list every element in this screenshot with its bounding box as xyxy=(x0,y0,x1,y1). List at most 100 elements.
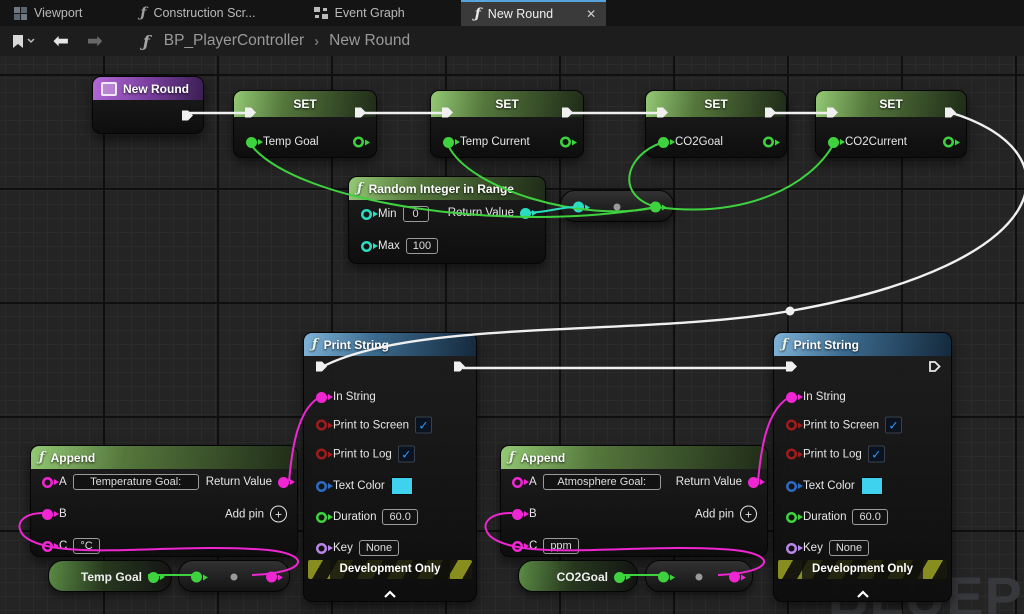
breadcrumb-root[interactable]: BP_PlayerController xyxy=(163,32,305,49)
exec-in-pin[interactable] xyxy=(243,106,258,125)
text-color-swatch[interactable] xyxy=(390,477,413,495)
int-in-pin-max[interactable] xyxy=(361,241,378,252)
float-out-pin[interactable] xyxy=(353,137,370,148)
float-out-pin[interactable] xyxy=(614,571,631,583)
node-print-string-2[interactable]: ƒ Print String In String Print to Screen… xyxy=(773,332,952,602)
collapse-chevron-icon[interactable] xyxy=(383,585,397,603)
string-in-pin[interactable] xyxy=(786,391,803,403)
node-append-1[interactable]: ƒ Append A Temperature Goal: Return Valu… xyxy=(30,445,298,557)
exec-in-pin[interactable] xyxy=(825,106,840,125)
add-pin-icon[interactable]: + xyxy=(270,505,287,523)
string-out-pin[interactable] xyxy=(266,571,283,583)
node-event-new-round[interactable]: New Round xyxy=(92,76,204,134)
duration-field[interactable]: 60.0 xyxy=(382,509,418,525)
node-random-integer-in-range[interactable]: ƒ Random Integer in Range Min 0 Max 100 … xyxy=(348,176,546,264)
name-in-pin[interactable] xyxy=(786,543,803,554)
exec-out-pin[interactable] xyxy=(353,106,368,125)
exec-in-pin[interactable] xyxy=(784,360,799,379)
string-in-pin-b[interactable] xyxy=(42,508,59,520)
node-getter-co2goal[interactable]: CO2Goal xyxy=(518,560,638,592)
tab-viewport[interactable]: Viewport xyxy=(0,0,96,26)
node-set-temp-goal[interactable]: SET Temp Goal xyxy=(233,90,377,158)
min-value-field[interactable]: 0 xyxy=(402,206,429,222)
float-in-pin[interactable] xyxy=(658,571,675,583)
exec-in-pin[interactable] xyxy=(440,106,455,125)
bool-in-pin[interactable] xyxy=(786,420,803,431)
node-getter-temp-goal[interactable]: Temp Goal xyxy=(48,560,172,592)
bool-in-pin[interactable] xyxy=(316,449,333,460)
string-out-pin-return[interactable] xyxy=(748,476,765,488)
float-out-pin[interactable] xyxy=(148,571,165,583)
color-in-pin[interactable] xyxy=(786,481,803,492)
add-pin-label[interactable]: Add pin xyxy=(224,508,264,520)
key-field[interactable]: None xyxy=(358,540,400,556)
float-in-pin[interactable] xyxy=(246,136,263,148)
float-in-pin[interactable] xyxy=(786,512,803,523)
duration-field[interactable]: 60.0 xyxy=(852,509,888,525)
int-out-pin-return[interactable] xyxy=(520,207,537,219)
bookmark-menu-button[interactable] xyxy=(12,34,35,49)
close-tab-icon[interactable]: ✕ xyxy=(586,7,597,21)
print-to-screen-checkbox[interactable]: ✓ xyxy=(415,416,433,434)
exec-out-pin[interactable] xyxy=(927,360,942,379)
exec-out-pin[interactable] xyxy=(943,106,958,125)
exec-in-pin[interactable] xyxy=(314,360,329,379)
a-value-field[interactable]: Atmosphere Goal: xyxy=(542,474,661,490)
tab-construction-script[interactable]: ƒ Construction Scr... xyxy=(126,0,269,26)
key-field[interactable]: None xyxy=(828,540,870,556)
bool-in-pin[interactable] xyxy=(786,449,803,460)
int-in-pin-min[interactable] xyxy=(361,209,378,220)
node-conversion-float-to-string-1[interactable] xyxy=(178,560,290,592)
tab-new-round[interactable]: ƒ New Round ✕ xyxy=(460,0,607,26)
string-in-pin[interactable] xyxy=(316,391,333,403)
add-pin-label[interactable]: Add pin xyxy=(694,508,734,520)
c-value-field[interactable]: °C xyxy=(73,538,100,554)
int-in-pin[interactable] xyxy=(573,201,590,213)
tab-event-graph[interactable]: Event Graph xyxy=(300,0,419,26)
node-conversion-int-to-float[interactable] xyxy=(560,190,674,222)
node-conversion-float-to-string-2[interactable] xyxy=(645,560,753,592)
print-to-log-checkbox[interactable]: ✓ xyxy=(867,445,885,463)
exec-out-pin[interactable] xyxy=(763,106,778,125)
string-out-pin[interactable] xyxy=(729,571,746,583)
text-color-swatch[interactable] xyxy=(860,477,883,495)
string-in-pin-b[interactable] xyxy=(512,508,529,520)
node-set-co2current[interactable]: SET CO2Current xyxy=(815,90,967,158)
forward-button[interactable]: ➡ xyxy=(86,30,103,52)
print-to-log-checkbox[interactable]: ✓ xyxy=(397,445,415,463)
graph-canvas[interactable]: BLUEPRI New Round SET Temp Goal SET Temp… xyxy=(0,56,1024,614)
node-set-temp-current[interactable]: SET Temp Current xyxy=(430,90,584,158)
float-out-pin[interactable] xyxy=(763,137,780,148)
node-append-2[interactable]: ƒ Append A Atmosphere Goal: Return Value… xyxy=(500,445,768,557)
string-in-pin-c[interactable] xyxy=(42,541,59,552)
string-in-pin-a[interactable] xyxy=(512,477,529,488)
float-in-pin[interactable] xyxy=(191,571,208,583)
exec-out-pin[interactable] xyxy=(560,106,575,125)
string-out-pin-return[interactable] xyxy=(278,476,295,488)
float-out-pin[interactable] xyxy=(943,137,960,148)
max-value-field[interactable]: 100 xyxy=(405,238,439,254)
node-print-string-1[interactable]: ƒ Print String In String Print to Screen… xyxy=(303,332,477,602)
float-in-pin[interactable] xyxy=(828,136,845,148)
string-in-pin-a[interactable] xyxy=(42,477,59,488)
breadcrumb-current[interactable]: New Round xyxy=(329,32,411,49)
print-to-screen-checkbox[interactable]: ✓ xyxy=(885,416,903,434)
float-in-pin[interactable] xyxy=(443,136,460,148)
collapse-chevron-icon[interactable] xyxy=(856,585,870,603)
bool-in-pin[interactable] xyxy=(316,420,333,431)
float-out-pin[interactable] xyxy=(560,137,577,148)
exec-in-pin[interactable] xyxy=(655,106,670,125)
add-pin-icon[interactable]: + xyxy=(740,505,757,523)
color-in-pin[interactable] xyxy=(316,481,333,492)
exec-out-pin[interactable] xyxy=(452,360,467,379)
float-out-pin[interactable] xyxy=(650,201,667,213)
name-in-pin[interactable] xyxy=(316,543,333,554)
float-in-pin[interactable] xyxy=(658,136,675,148)
c-value-field[interactable]: ppm xyxy=(543,538,579,554)
back-button[interactable]: ⬅ xyxy=(53,30,69,52)
reroute-node[interactable] xyxy=(785,306,795,316)
float-in-pin[interactable] xyxy=(316,512,333,523)
node-set-co2goal[interactable]: SET CO2Goal xyxy=(645,90,787,158)
string-in-pin-c[interactable] xyxy=(512,541,529,552)
a-value-field[interactable]: Temperature Goal: xyxy=(72,474,199,490)
